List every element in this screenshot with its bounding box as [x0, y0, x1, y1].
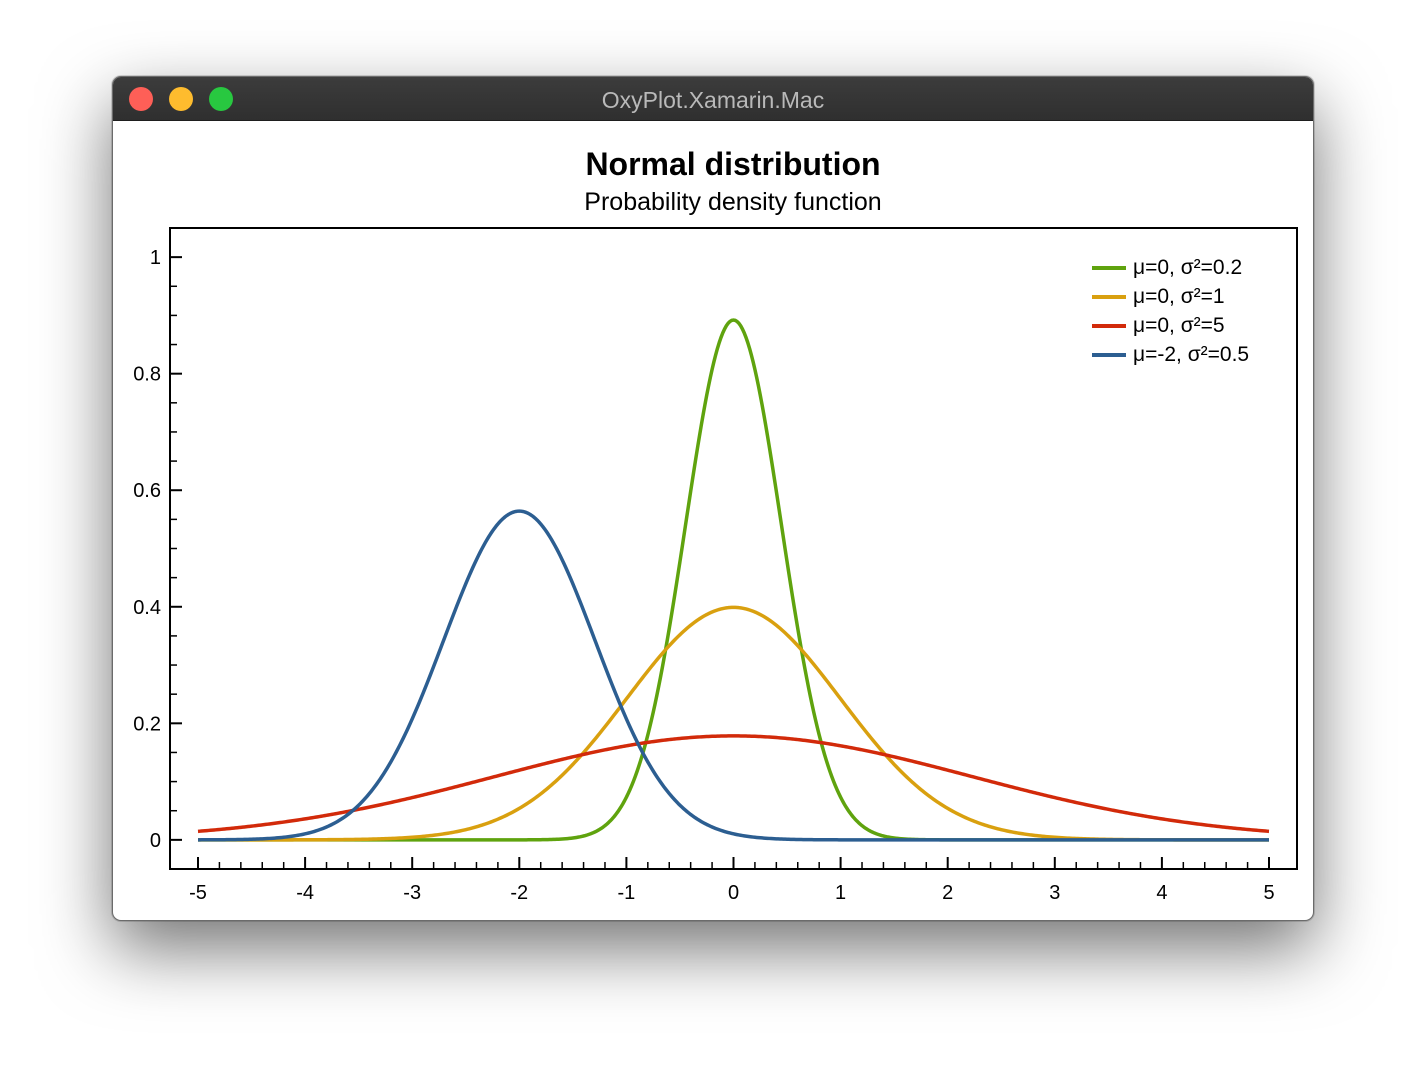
x-tick-label: -1	[618, 882, 636, 904]
chart-title: Normal distribution	[585, 146, 880, 182]
chart-subtitle: Probability density function	[584, 188, 881, 216]
x-tick-label: -5	[189, 882, 207, 904]
x-tick-label: -4	[296, 882, 314, 904]
chart: Normal distribution Probability density …	[133, 146, 1298, 904]
x-tick-label: 5	[1263, 882, 1274, 904]
series-line	[198, 318, 1269, 842]
legend-label: μ=0, σ²=0.2	[1133, 256, 1242, 279]
minimize-button[interactable]	[169, 87, 193, 111]
y-tick-label: 0.6	[133, 480, 161, 502]
app-window: OxyPlot.Xamarin.Mac Normal distribution …	[112, 76, 1314, 921]
y-tick-label: 0	[150, 830, 161, 852]
y-tick-label: 0.2	[133, 713, 161, 735]
y-tick-label: 0.4	[133, 597, 161, 619]
x-tick-label: -3	[403, 882, 421, 904]
y-tick-label: 1	[150, 247, 161, 269]
x-tick-label: -2	[510, 882, 528, 904]
x-tick-label: 1	[835, 882, 846, 904]
plot-frame	[169, 227, 1298, 870]
legend-label: μ=0, σ²=5	[1133, 314, 1225, 337]
close-button[interactable]	[129, 87, 153, 111]
title-bar[interactable]: OxyPlot.Xamarin.Mac	[113, 77, 1313, 121]
x-tick-label: 2	[942, 882, 953, 904]
y-tick-label: 0.8	[133, 364, 161, 386]
legend-label: μ=0, σ²=1	[1133, 285, 1225, 308]
x-tick-label: 3	[1049, 882, 1060, 904]
series-line	[197, 734, 1270, 834]
x-tick-label: 4	[1156, 882, 1167, 904]
series-line	[198, 509, 1269, 842]
x-tick-label: 0	[728, 882, 739, 904]
maximize-button[interactable]	[209, 87, 233, 111]
plot-view[interactable]: Normal distribution Probability density …	[113, 121, 1313, 920]
legend-label: μ=-2, σ²=0.5	[1133, 343, 1249, 366]
window-title: OxyPlot.Xamarin.Mac	[601, 87, 825, 113]
